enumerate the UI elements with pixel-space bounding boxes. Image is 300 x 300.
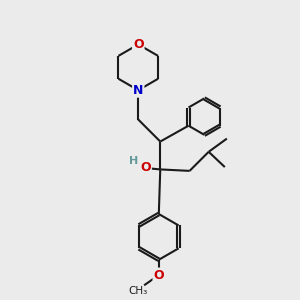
Text: O: O bbox=[154, 268, 164, 281]
Text: O: O bbox=[140, 161, 151, 174]
Text: N: N bbox=[133, 84, 143, 97]
Text: CH₃: CH₃ bbox=[129, 286, 148, 296]
Text: H: H bbox=[129, 157, 139, 166]
Text: O: O bbox=[133, 38, 144, 51]
